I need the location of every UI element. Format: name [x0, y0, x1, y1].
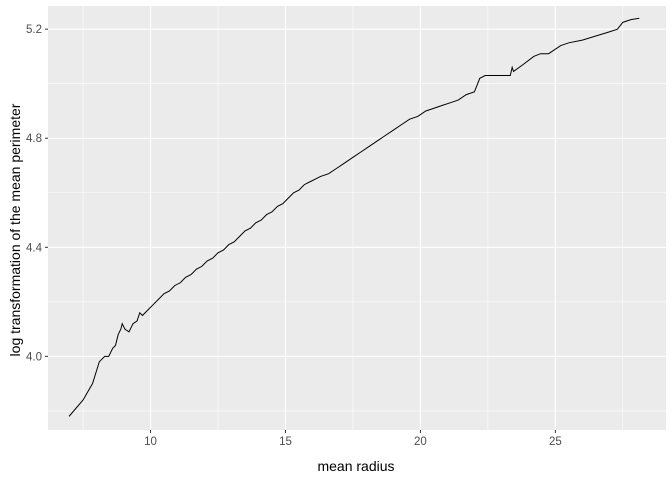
y-tick-label: 5.2: [26, 24, 42, 36]
x-tick-label: 15: [279, 436, 292, 448]
x-tick-label: 10: [144, 436, 157, 448]
y-tick-label: 4.8: [26, 133, 42, 145]
major-gridlines: [48, 6, 666, 430]
x-tick-label: 20: [414, 436, 427, 448]
x-tick-label: 25: [549, 436, 562, 448]
y-tick-label: 4.0: [26, 351, 42, 363]
axis-ticks: [45, 28, 556, 433]
series-line: [68, 17, 640, 417]
x-tick-labels: 10 15 20 25: [144, 436, 562, 448]
y-tick-labels: 4.0 4.4 4.8 5.2: [26, 24, 43, 363]
x-axis-title: mean radius: [317, 458, 394, 474]
y-axis-title: log transformation of the mean perimeter: [7, 103, 23, 356]
y-tick-label: 4.4: [26, 242, 43, 254]
plot-panel: [48, 6, 666, 430]
